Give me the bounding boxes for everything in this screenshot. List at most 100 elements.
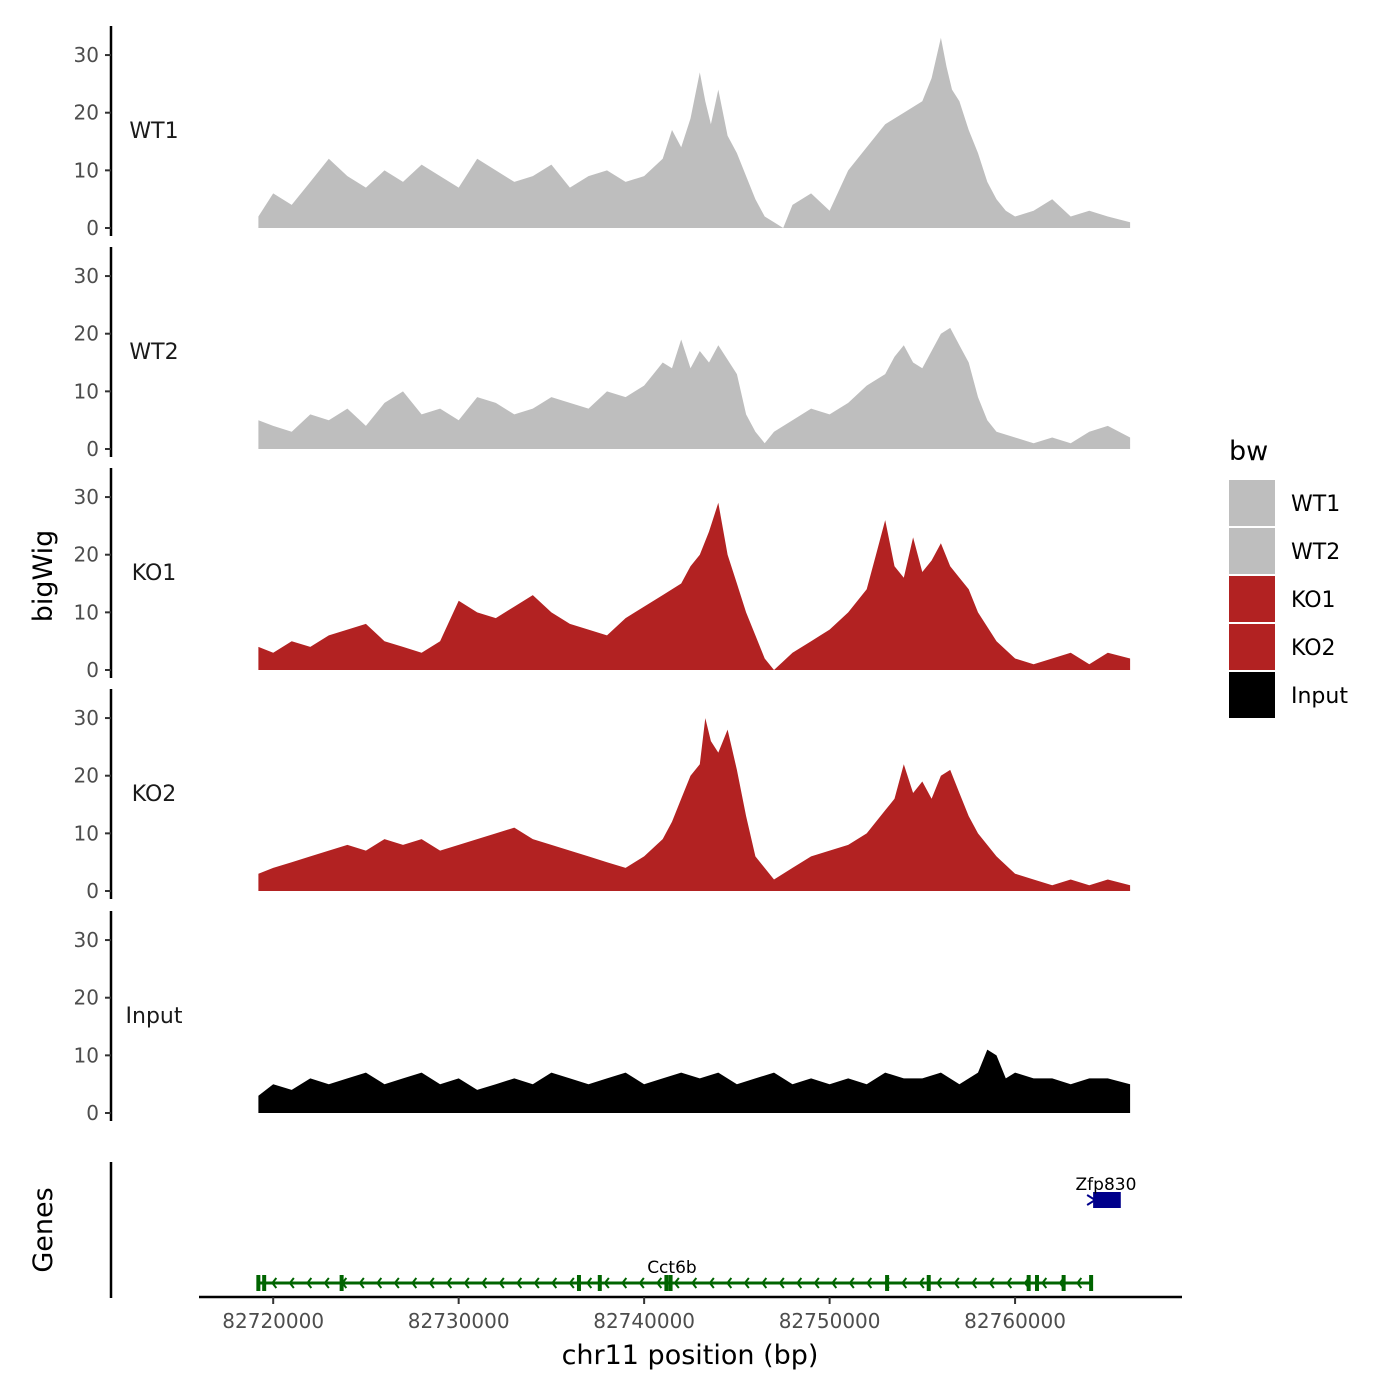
strand-arrow <box>691 1277 698 1289</box>
exon <box>576 1275 581 1291</box>
x-axis-title: chr11 position (bp) <box>562 1340 819 1371</box>
y-tick-label: 0 <box>86 216 99 240</box>
strand-arrow <box>796 1277 803 1289</box>
legend-swatch <box>1229 672 1275 718</box>
area-ko1 <box>258 502 1131 670</box>
exon <box>1034 1275 1039 1291</box>
legend-swatch <box>1229 624 1275 670</box>
x-tick-label: 82750000 <box>779 1309 881 1333</box>
y-tick-label: 10 <box>74 600 99 624</box>
track-label-input: Input <box>126 1004 183 1029</box>
legend-item-wt1: WT1 <box>1229 480 1340 526</box>
track-wt1: 0 10 20 30 WT1 <box>74 26 1131 240</box>
strand-arrow <box>901 1277 908 1289</box>
strand-arrow <box>638 1277 645 1289</box>
strand-arrow <box>603 1277 610 1289</box>
strand-arrow <box>551 1277 558 1289</box>
legend-item-input: Input <box>1229 672 1348 718</box>
area-wt1 <box>258 37 1131 228</box>
exon <box>664 1275 669 1291</box>
strand-arrow <box>568 1277 575 1289</box>
strand-arrow <box>358 1277 365 1289</box>
strand-arrow <box>323 1277 330 1289</box>
strand-arrow <box>288 1277 295 1289</box>
y-tick-label: 10 <box>74 821 99 845</box>
exon <box>1061 1275 1066 1291</box>
x-axis: 82720000 82730000 82740000 82750000 82760000 <box>199 1295 1182 1333</box>
strand-arrow <box>481 1277 488 1289</box>
strand-arrow <box>306 1277 313 1289</box>
legend-item-wt2: WT2 <box>1229 528 1340 574</box>
area-input <box>258 1049 1131 1113</box>
y-tick-label: 20 <box>74 322 99 346</box>
legend-label: Input <box>1291 684 1348 709</box>
y-tick-label: 0 <box>86 437 99 461</box>
strand-arrow <box>446 1277 453 1289</box>
legend-item-ko2: KO2 <box>1229 624 1336 670</box>
y-tick-label: 20 <box>74 101 99 125</box>
legend-item-ko1: KO1 <box>1229 576 1336 622</box>
track-label-wt2: WT2 <box>129 340 178 365</box>
strand-arrow <box>761 1277 768 1289</box>
exon <box>597 1275 602 1291</box>
strand-arrow <box>813 1277 820 1289</box>
exon <box>885 1275 890 1291</box>
track-label-wt1: WT1 <box>129 119 178 144</box>
y-tick-label: 10 <box>74 158 99 182</box>
legend-swatch <box>1229 576 1275 622</box>
y-axis-title: bigWig <box>28 530 59 623</box>
track-label-ko1: KO1 <box>132 561 177 586</box>
y-tick-label: 30 <box>74 485 99 509</box>
area-ko2 <box>258 718 1131 891</box>
legend-label: WT1 <box>1291 492 1340 517</box>
strand-arrow <box>848 1277 855 1289</box>
strand-arrow <box>866 1277 873 1289</box>
strand-arrow <box>428 1277 435 1289</box>
legend-swatch <box>1229 528 1275 574</box>
legend-label: KO2 <box>1291 636 1336 661</box>
strand-arrow <box>971 1277 978 1289</box>
track-wt2: 0 10 20 30 WT2 <box>74 247 1131 461</box>
exon <box>262 1275 267 1291</box>
genes-panel: Genes Cct6b Zfp830 <box>28 1162 1136 1298</box>
strand-arrow <box>1041 1277 1048 1289</box>
exon <box>339 1275 344 1291</box>
strand-arrow <box>498 1277 505 1289</box>
strand-arrow <box>533 1277 540 1289</box>
legend: bw WT1 WT2 KO1 KO2 Input <box>1229 436 1348 718</box>
exon <box>668 1275 673 1291</box>
exon <box>256 1275 261 1291</box>
y-tick-label: 0 <box>86 658 99 682</box>
strand-arrow <box>726 1277 733 1289</box>
legend-label: KO1 <box>1291 588 1336 613</box>
x-tick-label: 82720000 <box>222 1309 324 1333</box>
strand-arrow <box>1076 1277 1083 1289</box>
track-label-ko2: KO2 <box>132 782 177 807</box>
gene-cct6b: Cct6b <box>256 1258 1094 1291</box>
strand-arrow <box>743 1277 750 1289</box>
exon <box>926 1275 931 1291</box>
y-tick-label: 30 <box>74 928 99 952</box>
strand-arrow <box>621 1277 628 1289</box>
y-tick-label: 30 <box>74 43 99 67</box>
gene-zfp830: Zfp830 <box>1076 1175 1136 1208</box>
strand-arrow <box>1006 1277 1013 1289</box>
y-tick-label: 10 <box>74 379 99 403</box>
strand-arrow <box>463 1277 470 1289</box>
strand-arrow <box>376 1277 383 1289</box>
y-tick-label: 10 <box>74 1043 99 1067</box>
strand-arrow <box>673 1277 680 1289</box>
strand-arrow <box>516 1277 523 1289</box>
x-tick-label: 82760000 <box>964 1309 1066 1333</box>
coverage-tracks: 0 10 20 30 WT1 0 10 20 30 WT2 0 10 20 30 KO1 0 10 20 30 KO2… <box>74 26 1131 1125</box>
strand-arrow <box>1086 1194 1098 1206</box>
strand-arrow <box>936 1277 943 1289</box>
y-tick-label: 30 <box>74 264 99 288</box>
strand-arrow <box>831 1277 838 1289</box>
y-tick-label: 30 <box>74 706 99 730</box>
legend-swatch <box>1229 480 1275 526</box>
exon <box>1026 1275 1031 1291</box>
legend-title: bw <box>1229 436 1268 467</box>
track-input: 0 10 20 30 Input <box>74 911 1131 1125</box>
